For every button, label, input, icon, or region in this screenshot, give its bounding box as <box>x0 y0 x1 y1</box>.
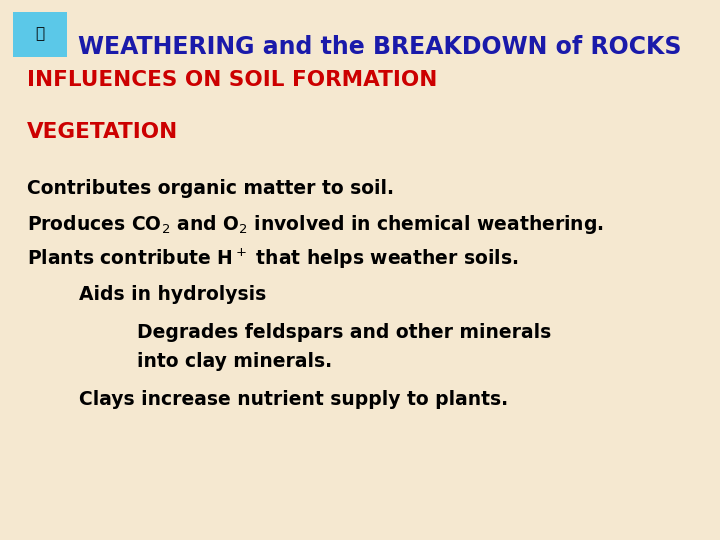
Text: WEATHERING and the BREAKDOWN of ROCKS: WEATHERING and the BREAKDOWN of ROCKS <box>78 35 681 59</box>
Text: 🤸: 🤸 <box>35 26 44 42</box>
Text: Aids in hydrolysis: Aids in hydrolysis <box>79 285 266 304</box>
Text: VEGETATION: VEGETATION <box>27 122 179 141</box>
Text: Degrades feldspars and other minerals: Degrades feldspars and other minerals <box>137 323 551 342</box>
Text: Plants contribute H$^+$ that helps weather soils.: Plants contribute H$^+$ that helps weath… <box>27 247 519 272</box>
Text: Contributes organic matter to soil.: Contributes organic matter to soil. <box>27 179 395 198</box>
Text: into clay minerals.: into clay minerals. <box>137 352 332 371</box>
Text: Clays increase nutrient supply to plants.: Clays increase nutrient supply to plants… <box>79 390 508 409</box>
FancyBboxPatch shape <box>13 12 67 57</box>
Text: Produces CO$_2$ and O$_2$ involved in chemical weathering.: Produces CO$_2$ and O$_2$ involved in ch… <box>27 213 604 237</box>
Text: INFLUENCES ON SOIL FORMATION: INFLUENCES ON SOIL FORMATION <box>27 70 438 90</box>
